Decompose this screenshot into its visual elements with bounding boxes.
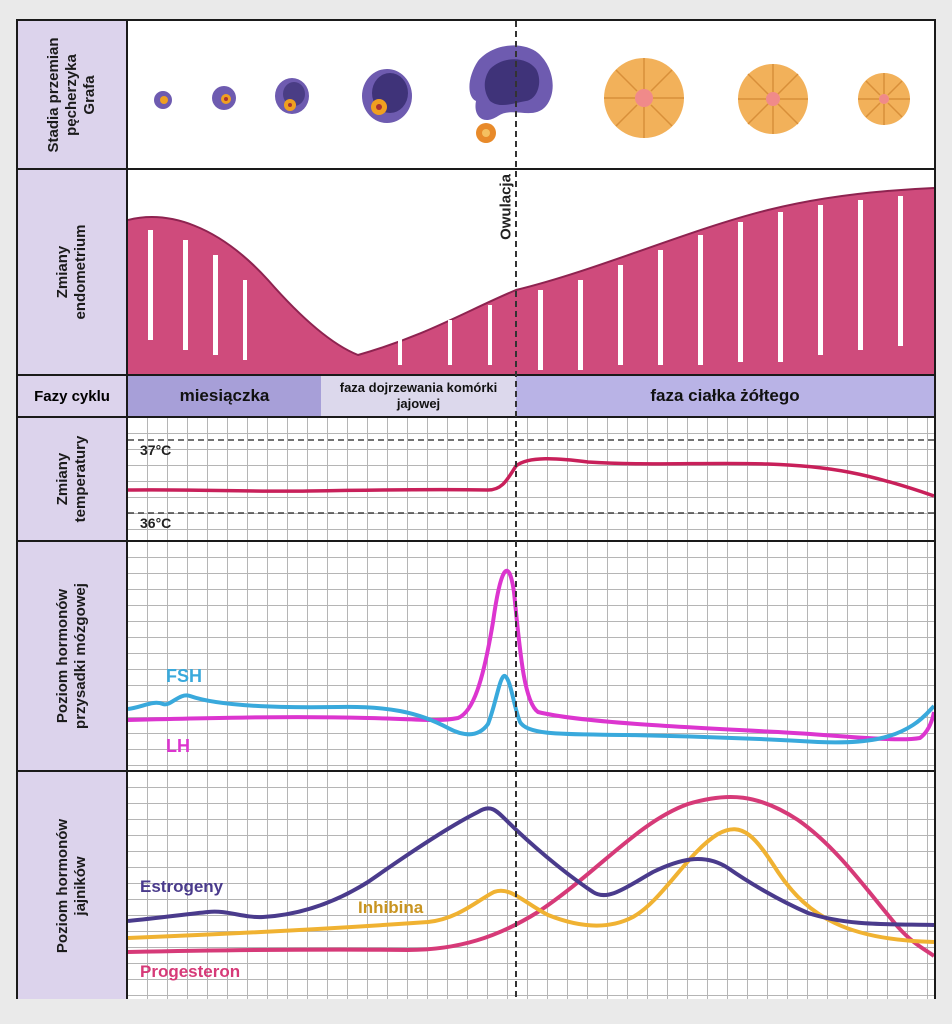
temp-high-label: 37°C: [140, 442, 172, 458]
endometrium-row: Zmiany endometrium: [18, 170, 934, 376]
temperature-curve: [128, 456, 934, 498]
phases-row: Fazy cyklu miesiączka faza dojrzewania k…: [18, 376, 934, 418]
label-line: jajników: [72, 855, 89, 916]
ovulation-label: Owulacja: [497, 171, 515, 243]
pituitary-panel: FSH LH: [128, 542, 934, 770]
estrogen-label: Estrogeny: [140, 877, 224, 896]
ovarian-row-label: Poziom hormonów jajników: [18, 772, 128, 999]
label-line: Grafa: [81, 74, 98, 115]
label-line: pęcherzyka: [63, 53, 80, 136]
temperature-row-label: Zmiany temperatury: [18, 418, 128, 540]
label-line: przysadki mózgowej: [72, 583, 89, 729]
temperature-row: Zmiany temperatury 37°C 36°C: [18, 418, 934, 542]
label-line: Poziom hormonów: [54, 588, 71, 724]
progesterone-label: Progesteron: [140, 962, 241, 981]
corpus-luteum-icon: [604, 58, 684, 138]
inhibin-curve: [128, 827, 934, 944]
label-line: temperatury: [72, 435, 89, 523]
fsh-curve: [128, 673, 934, 745]
corpus-luteum-icon: [858, 73, 910, 125]
pituitary-row-label: Poziom hormonów przysadki mózgowej: [18, 542, 128, 770]
inhibin-label: Inhibina: [358, 898, 424, 917]
follicle-icon: [362, 69, 412, 123]
temperature-panel: 37°C 36°C: [128, 418, 934, 540]
fsh-label: FSH: [166, 666, 202, 686]
phase-luteal: faza ciałka żółtego: [516, 376, 934, 416]
estrogen-curve: [128, 806, 934, 927]
endometrium-tissue: [128, 188, 934, 374]
endometrium-glands: [148, 196, 903, 370]
cycle-diagram: Stadia przemian pęcherzyka Grafa: [16, 19, 936, 999]
phases-panel: miesiączka faza dojrzewania komórki jajo…: [128, 376, 934, 416]
temp-low-label: 36°C: [140, 515, 172, 531]
label-line: endometrium: [72, 224, 89, 320]
follicle-icon: [212, 86, 236, 110]
progesterone-curve: [128, 794, 934, 958]
endometrium-panel: [128, 170, 934, 374]
phase-menstruation: miesiączka: [128, 376, 321, 416]
label-line: Zmiany: [54, 452, 71, 506]
follicle-row: Stadia przemian pęcherzyka Grafa: [18, 21, 934, 170]
label-line: Stadia przemian: [45, 36, 62, 153]
follicle-icon: [154, 91, 172, 109]
endometrium-surface: [128, 187, 934, 357]
ovarian-panel: Estrogeny Inhibina Progesteron: [128, 772, 934, 999]
phase-maturation: faza dojrzewania komórki jajowej: [321, 376, 516, 416]
follicle-icon: [275, 78, 309, 114]
follicle-row-label: Stadia przemian pęcherzyka Grafa: [18, 21, 128, 168]
label-line: Poziom hormonów: [54, 818, 71, 953]
corpus-luteum-icon: [738, 64, 808, 134]
lh-label: LH: [166, 736, 190, 756]
label-line: Zmiany: [54, 245, 71, 299]
pituitary-row: Poziom hormonów przysadki mózgowej FSH L…: [18, 542, 934, 772]
endometrium-row-label: Zmiany endometrium: [18, 170, 128, 374]
lh-curve: [128, 568, 934, 742]
oocyte-icon: [476, 123, 496, 143]
ovulation-line: [515, 21, 517, 997]
phases-row-label: Fazy cyklu: [18, 376, 128, 416]
follicle-icon: [469, 45, 553, 121]
follicle-panel: [128, 21, 934, 168]
ovarian-row: Poziom hormonów jajników Estrogeny Inhib…: [18, 772, 934, 999]
